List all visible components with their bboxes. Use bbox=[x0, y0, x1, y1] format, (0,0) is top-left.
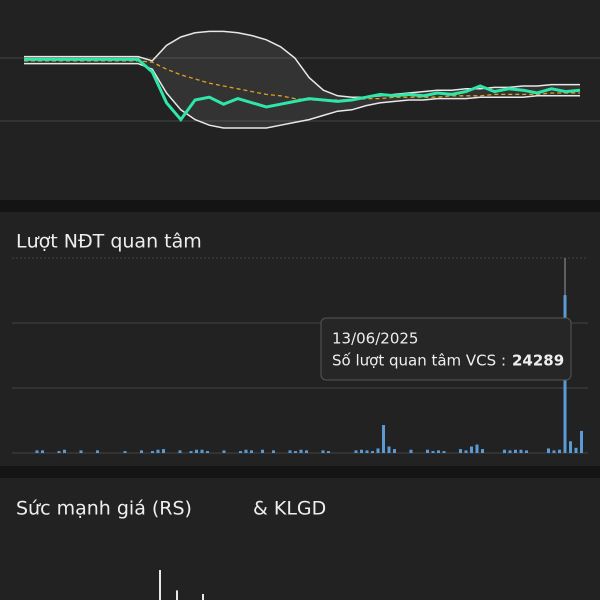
bar bbox=[63, 449, 66, 453]
bar bbox=[519, 449, 523, 453]
bar bbox=[162, 449, 165, 453]
bar bbox=[360, 449, 363, 453]
bar bbox=[159, 570, 161, 600]
bar bbox=[426, 449, 429, 453]
bar bbox=[382, 425, 385, 453]
bar bbox=[305, 450, 308, 453]
bar bbox=[437, 450, 440, 453]
bar bbox=[558, 449, 561, 453]
bar bbox=[574, 447, 578, 453]
bar bbox=[222, 450, 226, 453]
bar bbox=[569, 441, 572, 453]
bar bbox=[481, 449, 484, 453]
bar bbox=[442, 451, 446, 453]
bar bbox=[580, 430, 583, 453]
bar bbox=[327, 451, 330, 453]
panel-title: Lượt NĐT quan tâm bbox=[16, 231, 202, 253]
bar bbox=[354, 450, 358, 453]
bar bbox=[200, 449, 204, 453]
bar bbox=[178, 450, 182, 453]
bar bbox=[547, 448, 550, 453]
tooltip-title: 13/06/2025 bbox=[332, 330, 418, 348]
bar bbox=[514, 449, 517, 453]
bar bbox=[288, 450, 292, 453]
bar bbox=[294, 451, 297, 453]
bar bbox=[503, 449, 506, 453]
bar bbox=[431, 451, 435, 453]
bar bbox=[140, 450, 143, 453]
bar bbox=[35, 450, 39, 453]
bar bbox=[156, 449, 160, 453]
tooltip bbox=[320, 317, 572, 381]
bar bbox=[261, 449, 264, 453]
bar bbox=[195, 449, 198, 453]
bar bbox=[470, 446, 473, 453]
bar bbox=[96, 450, 99, 453]
bar bbox=[371, 451, 374, 453]
panel-subtitle: & KLGD bbox=[253, 498, 326, 520]
bar bbox=[409, 449, 413, 453]
bar bbox=[202, 594, 204, 600]
bar bbox=[123, 451, 127, 453]
rs-panel bbox=[0, 478, 600, 600]
bar bbox=[475, 444, 479, 453]
bar bbox=[525, 450, 528, 453]
bar bbox=[176, 590, 178, 600]
series-line bbox=[24, 62, 580, 129]
bar bbox=[365, 450, 369, 453]
band-fill bbox=[24, 31, 580, 128]
bar bbox=[459, 449, 462, 453]
bar bbox=[464, 450, 468, 453]
bar bbox=[151, 451, 154, 453]
bar bbox=[321, 450, 325, 453]
bar bbox=[41, 450, 44, 453]
bar bbox=[206, 451, 209, 453]
bar bbox=[272, 450, 275, 453]
series-line bbox=[24, 57, 581, 123]
bar bbox=[393, 449, 396, 453]
bar bbox=[552, 450, 556, 453]
bar bbox=[79, 450, 83, 453]
bar bbox=[189, 451, 193, 453]
bar bbox=[299, 449, 303, 453]
bar bbox=[508, 450, 512, 453]
bar bbox=[250, 450, 253, 453]
tooltip-label: Số lượt quan tâm VCS : bbox=[332, 352, 506, 370]
bar bbox=[376, 448, 380, 453]
panel-title: Sức mạnh giá (RS) bbox=[16, 498, 192, 520]
bar bbox=[57, 451, 61, 453]
bar bbox=[387, 446, 391, 453]
bar bbox=[239, 451, 242, 453]
tooltip-value: 24289 bbox=[512, 352, 564, 370]
bar bbox=[244, 449, 248, 453]
